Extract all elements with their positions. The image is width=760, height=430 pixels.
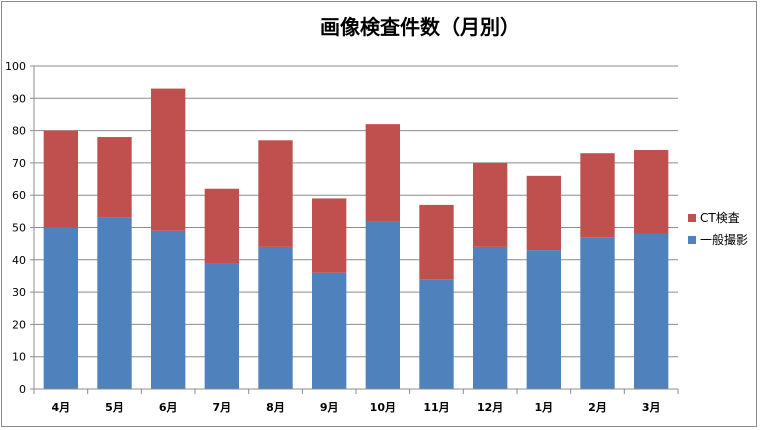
y-tick-label: 50: [12, 222, 26, 235]
bar-general-6: [311, 272, 347, 389]
x-tick-label: 6月: [159, 401, 178, 414]
y-tick-label: 30: [12, 286, 26, 299]
legend-label-ct: CT検査: [700, 211, 740, 225]
x-tick-label: 8月: [266, 401, 285, 414]
bar-ct-12: [633, 149, 669, 234]
bars: [43, 88, 669, 389]
chart-title: 画像検査件数（月別）: [320, 15, 520, 39]
bar-general-9: [472, 246, 508, 389]
bar-general-12: [633, 233, 669, 389]
bar-general-10: [526, 250, 562, 389]
bar-ct-10: [526, 175, 562, 251]
x-tick-label: 9月: [320, 401, 339, 414]
x-tick-label: 11月: [423, 401, 449, 414]
bar-general-7: [365, 221, 401, 389]
bar-ct-3: [150, 88, 186, 231]
y-tick-label: 40: [12, 254, 26, 267]
x-tick-label: 7月: [213, 401, 232, 414]
bar-ct-5: [258, 140, 293, 247]
bar-ct-2: [97, 137, 132, 218]
y-tick-label: 100: [5, 60, 26, 73]
bar-ct-6: [311, 198, 347, 273]
bar-ct-4: [204, 188, 240, 264]
bar-general-5: [258, 246, 293, 389]
bar-ct-9: [472, 162, 508, 247]
y-tick-label: 70: [12, 157, 26, 170]
bar-general-2: [97, 217, 132, 389]
bar-general-11: [580, 237, 615, 389]
legend-swatch-ct: [688, 214, 696, 222]
bar-ct-11: [580, 153, 615, 238]
x-tick-label: 1月: [535, 401, 554, 414]
y-tick-label: 10: [12, 351, 26, 364]
bar-general-8: [419, 279, 454, 389]
y-tick-label: 0: [19, 383, 26, 396]
bar-ct-7: [365, 124, 401, 222]
legend-swatch-general: [688, 236, 696, 244]
x-tick-label: 2月: [588, 401, 607, 414]
x-tick-label: 4月: [52, 401, 71, 414]
bar-general-1: [43, 227, 79, 389]
y-axis-ticks: 0 10 20 30 40 50 60 70 80 90 100: [5, 60, 34, 396]
legend-label-general: 一般撮影: [700, 232, 748, 247]
x-tick-label: 3月: [642, 401, 661, 414]
x-tick-label: 12月: [477, 401, 503, 414]
y-tick-label: 60: [12, 189, 26, 202]
x-tick-label: 5月: [105, 401, 124, 414]
y-tick-label: 90: [12, 92, 26, 105]
bar-ct-1: [43, 130, 79, 228]
x-axis-ticks: 4月 5月 6月 7月 8月 9月 10月 11月 12月 1月 2月 3月: [33, 389, 679, 414]
bar-ct-8: [419, 204, 454, 280]
bar-general-4: [204, 263, 240, 389]
y-tick-label: 20: [12, 318, 26, 331]
y-tick-label: 80: [12, 125, 26, 138]
x-tick-label: 10月: [370, 401, 396, 414]
bar-general-3: [150, 230, 186, 389]
